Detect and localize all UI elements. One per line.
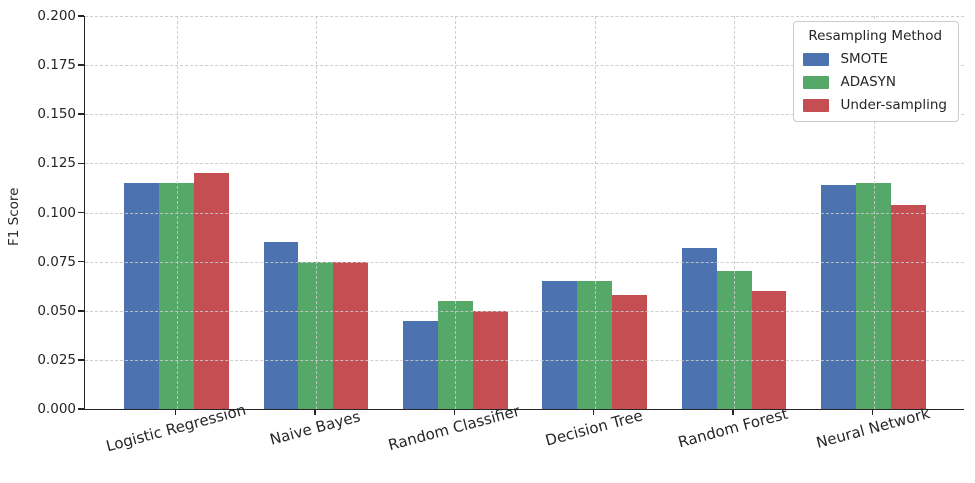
gridline-v xyxy=(594,16,596,409)
bar-smote-logistic-regression xyxy=(124,183,160,409)
gridline-v xyxy=(315,16,317,409)
x-tick-mark xyxy=(174,410,177,415)
legend-label: SMOTE xyxy=(840,51,889,67)
legend-label: Under-sampling xyxy=(840,97,947,113)
legend-swatch-under-sampling xyxy=(803,98,830,112)
gridline-v xyxy=(455,16,457,409)
bar-adasyn-naive-bayes xyxy=(298,261,334,409)
legend-item-under-sampling: Under-sampling xyxy=(803,97,947,113)
bars-layer xyxy=(85,16,964,409)
gridline-h xyxy=(85,359,964,361)
legend-items: SMOTE ADASYN Under-sampling xyxy=(803,51,947,113)
gridline-h xyxy=(85,65,964,67)
x-tick-mark xyxy=(592,410,595,415)
legend-title: Resampling Method xyxy=(808,28,943,44)
gridline-h xyxy=(85,16,964,17)
gridline-v xyxy=(873,16,875,409)
x-tick-mark xyxy=(871,410,874,415)
gridline-h xyxy=(85,114,964,116)
legend-label: ADASYN xyxy=(840,74,897,90)
y-tick-mark xyxy=(78,260,84,263)
bar-under-sampling-neural-network xyxy=(890,204,926,409)
bar-smote-random-forest xyxy=(681,247,717,409)
y-tick-label: 0.125 xyxy=(37,155,76,172)
bar-smote-neural-network xyxy=(821,185,857,409)
bar-under-sampling-decision-tree xyxy=(612,295,648,409)
x-tick-mark xyxy=(732,410,734,415)
legend-swatch-smote xyxy=(803,52,830,66)
gridline-v xyxy=(734,16,736,409)
y-tick-label: 0.075 xyxy=(37,253,76,270)
y-tick-mark xyxy=(78,211,84,214)
bar-smote-naive-bayes xyxy=(263,241,299,409)
legend-item-smote: SMOTE xyxy=(803,51,947,67)
y-tick-mark xyxy=(78,162,84,165)
plot-area xyxy=(84,16,964,410)
bar-adasyn-random-classifier xyxy=(437,300,473,409)
legend-swatch-adasyn xyxy=(803,75,830,89)
y-tick-label: 0.100 xyxy=(37,204,76,221)
legend-item-adasyn: ADASYN xyxy=(803,74,947,90)
bar-smote-decision-tree xyxy=(542,281,578,409)
y-tick-label: 0.050 xyxy=(37,302,76,319)
y-tick-label: 0.200 xyxy=(37,8,76,24)
x-tick-mark xyxy=(453,410,456,415)
y-tick-mark xyxy=(78,359,84,361)
bar-smote-random-classifier xyxy=(402,320,438,409)
bar-adasyn-neural-network xyxy=(856,183,891,409)
legend: Resampling Method SMOTE ADASYN Under-sampl… xyxy=(793,21,959,122)
grid-layer xyxy=(85,16,964,409)
gridline-h xyxy=(85,261,964,263)
x-tick-mark xyxy=(314,410,316,415)
gridline-v xyxy=(176,16,178,409)
gridline-h xyxy=(85,163,964,165)
bar-adasyn-logistic-regression xyxy=(159,183,194,409)
bar-adasyn-random-forest xyxy=(716,271,752,409)
y-tick-label: 0.175 xyxy=(37,57,76,74)
y-tick-mark xyxy=(78,64,84,66)
y-tick-label: 0.025 xyxy=(37,351,76,368)
y-tick-mark xyxy=(78,15,84,17)
gridline-h xyxy=(85,212,964,214)
bar-under-sampling-naive-bayes xyxy=(333,261,369,409)
y-tick-mark xyxy=(78,408,84,410)
gridline-h xyxy=(85,310,964,312)
y-tick-mark xyxy=(78,113,84,116)
y-tick-mark xyxy=(78,309,84,312)
y-tick-label: 0.150 xyxy=(37,106,76,123)
y-tick-label: 0.000 xyxy=(37,401,76,417)
